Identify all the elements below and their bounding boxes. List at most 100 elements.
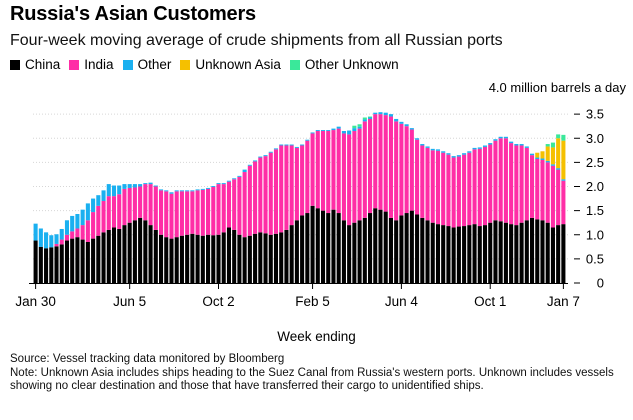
bar-segment-india <box>441 152 446 226</box>
bar-segment-india <box>326 131 331 214</box>
bar-segment-other-unknown <box>556 134 561 139</box>
x-tick-label: Jun 5 <box>113 294 146 309</box>
bar-segment-india <box>122 188 127 226</box>
bar-segment-other <box>106 184 111 197</box>
footnotes: Source: Vessel tracking data monitored b… <box>10 353 625 394</box>
bar-segment-india <box>383 115 388 212</box>
y-axis-unit-label: 4.0 million barrels a day <box>488 80 626 95</box>
bar-segment-unknown-asia <box>540 151 545 159</box>
y-tick-label: 1.0 <box>586 227 604 242</box>
bar-segment-china <box>216 234 221 283</box>
bar-segment-india <box>174 191 179 238</box>
bar-segment-china <box>211 235 216 283</box>
bar-segment-other <box>362 119 367 122</box>
bar-segment-india <box>561 180 566 225</box>
bar-segment-india <box>352 131 357 223</box>
bar-segment-india <box>54 243 59 247</box>
bar-segment-other <box>279 144 284 146</box>
bar-segment-other <box>467 151 472 153</box>
bar-segment-india <box>305 140 310 214</box>
legend-label-china: China <box>25 57 61 72</box>
bar-segment-other <box>556 168 561 170</box>
bar-segment-india <box>221 184 226 233</box>
bars <box>33 112 566 284</box>
bar-segment-india <box>310 133 315 206</box>
bar-segment-india <box>247 165 252 236</box>
bar-segment-china <box>206 234 211 283</box>
bar-segment-china <box>535 219 540 283</box>
bar-segment-china <box>226 227 231 283</box>
bar-segment-china <box>540 220 545 284</box>
bar-segment-india <box>169 193 174 239</box>
bar-segment-china <box>273 233 279 283</box>
bar-segment-china <box>509 224 514 283</box>
bar-segment-china <box>132 220 137 284</box>
bar-segment-other <box>247 164 252 166</box>
bar-segment-other-unknown <box>362 117 367 120</box>
bar-segment-china <box>467 225 472 283</box>
bar-segment-india <box>80 225 85 240</box>
bar-segment-india <box>101 200 106 233</box>
bar-segment-other <box>80 209 85 226</box>
bar-segment-india <box>336 128 341 214</box>
bar-segment-other <box>326 130 331 132</box>
bar-segment-china <box>368 213 373 283</box>
bar-segment-china <box>289 225 294 283</box>
bar-segment-other <box>561 179 566 181</box>
bar-segment-china <box>91 238 96 283</box>
bar-segment-china <box>153 229 158 284</box>
bar-segment-china <box>524 220 529 284</box>
y-tick-label: 1.5 <box>586 203 604 218</box>
bar-segment-other <box>59 228 64 240</box>
bar-segment-other <box>415 138 420 140</box>
bar-segment-india <box>138 186 143 218</box>
bar-segment-china <box>362 217 367 283</box>
bar-segment-india <box>258 157 263 233</box>
bar-segment-unknown-asia <box>535 152 540 158</box>
bar-segment-other <box>462 153 467 155</box>
bar-segment-other <box>75 214 80 229</box>
bar-segment-china <box>399 215 404 283</box>
bar-segment-other <box>237 175 242 177</box>
bar-segment-other <box>357 126 362 129</box>
bar-segment-india <box>148 184 153 226</box>
bar-segment-other <box>49 235 54 248</box>
bar-segment-india <box>524 147 529 221</box>
bar-segment-other <box>38 228 43 247</box>
bar-segment-china <box>519 222 524 283</box>
bar-segment-other <box>54 234 59 244</box>
bar-segment-china <box>38 246 43 283</box>
bar-segment-china <box>425 220 430 284</box>
bar-segment-india <box>273 149 279 234</box>
bar-segment-other <box>519 144 524 146</box>
bar-segment-china <box>263 233 268 283</box>
bar-segment-china <box>435 224 441 283</box>
bar-segment-other <box>138 184 143 187</box>
bar-segment-india <box>341 133 346 221</box>
legend-item-india: India <box>69 57 114 72</box>
bar-segment-china <box>409 210 414 284</box>
bar-segment-india <box>394 121 399 221</box>
bar-segment-china <box>54 246 59 283</box>
bar-segment-china <box>388 217 393 283</box>
bar-segment-india <box>232 179 237 230</box>
bar-segment-other <box>263 155 268 157</box>
bar-segment-china <box>341 220 346 284</box>
chart-title: Russia's Asian Customers <box>10 3 256 25</box>
source-note: Source: Vessel tracking data monitored b… <box>10 353 285 365</box>
bar-segment-india <box>216 184 221 235</box>
bar-segment-other <box>242 169 247 173</box>
bar-segment-china <box>138 217 143 283</box>
bar-segment-china <box>127 222 132 283</box>
bar-segment-other <box>258 156 263 158</box>
bar-segment-india <box>237 176 242 235</box>
x-axis: Jan 30 Jun 5 Oct 2 Feb 5 Jun 4 Oct 1 Jan 7 <box>15 283 580 309</box>
bar-segment-other <box>64 220 70 235</box>
legend-label-unknown-asia: Unknown Asia <box>195 57 281 72</box>
bar-segment-india <box>153 186 158 230</box>
bar-segment-china <box>200 235 205 283</box>
bar-segment-other <box>33 223 38 241</box>
bar-segment-other <box>148 182 153 185</box>
bar-segment-india <box>268 152 273 235</box>
